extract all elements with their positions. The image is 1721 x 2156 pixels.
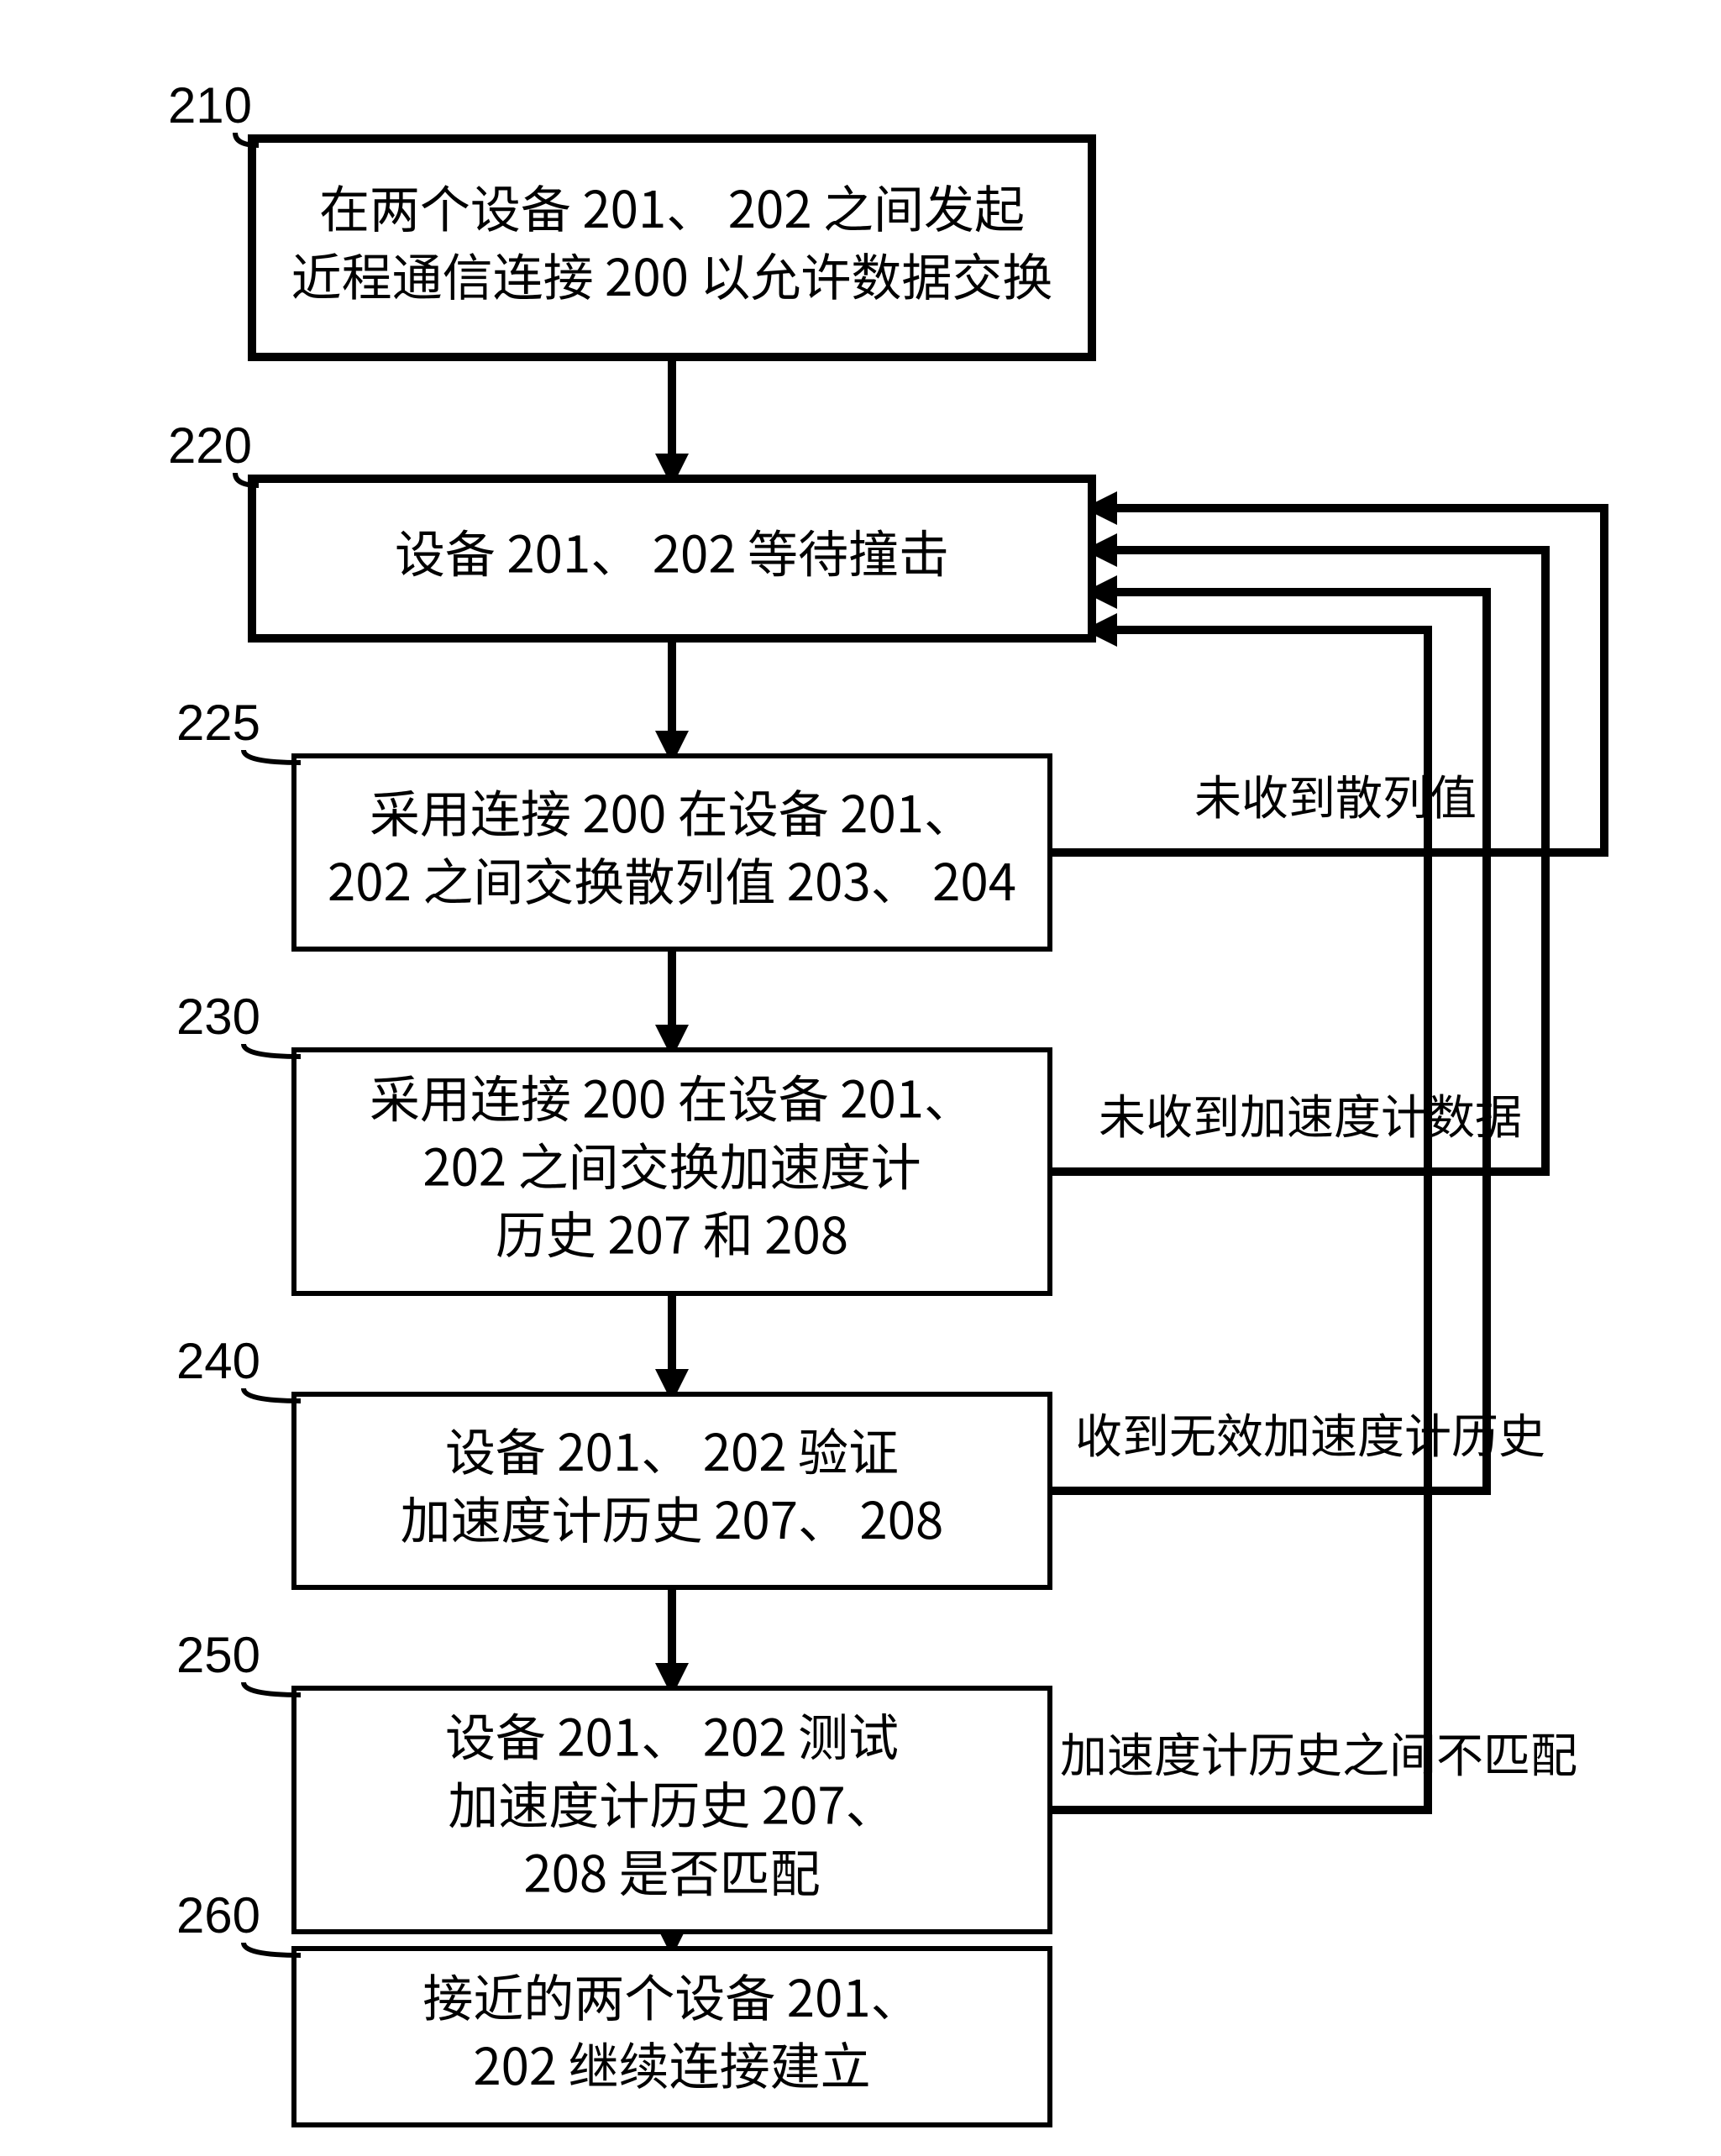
feedback-label-250: 加速度计历史之间不匹配 [1060, 1718, 1577, 1786]
node-220-label: 220 [168, 417, 252, 474]
node-210-line-1: 近程通信连接 200 以允许数据交换 [291, 238, 1053, 311]
node-230-label: 230 [176, 989, 260, 1045]
node-220-line-0: 设备 201、 202 等待撞击 [395, 514, 949, 587]
node-225-line-1: 202 之间交换散列值 203、 204 [328, 842, 1016, 915]
node-230-line-2: 历史 207 和 208 [496, 1195, 848, 1268]
node-240-line-0: 设备 201、 202 验证 [445, 1413, 899, 1486]
node-250-line-0: 设备 201、 202 测试 [445, 1697, 899, 1770]
node-250-label: 250 [176, 1627, 260, 1683]
node-240-label: 240 [176, 1333, 260, 1389]
flowchart-canvas: 未收到散列值未收到加速度计数据收到无效加速度计历史加速度计历史之间不匹配 在两个设… [0, 0, 1721, 2156]
node-225-line-0: 采用连接 200 在设备 201、 [370, 774, 974, 847]
node-240-line-1: 加速度计历史 207、 208 [401, 1481, 944, 1554]
feedback-label-240: 收到无效加速度计历史 [1075, 1399, 1545, 1467]
node-230-line-1: 202 之间交换加速度计 [422, 1127, 921, 1200]
node-225-label: 225 [176, 695, 260, 751]
feedback-label-230: 未收到加速度计数据 [1099, 1080, 1522, 1148]
node-250-line-2: 208 是否匹配 [523, 1833, 820, 1907]
node-260-label: 260 [176, 1887, 260, 1944]
node-260-line-1: 202 继续连接建立 [473, 2027, 870, 2100]
node-260-line-0: 接近的两个设备 201、 [422, 1959, 921, 2032]
feedback-label-225: 未收到散列值 [1194, 761, 1477, 829]
node-210-label: 210 [168, 77, 252, 134]
node-210-line-0: 在两个设备 201、 202 之间发起 [319, 170, 1025, 243]
node-250-line-1: 加速度计历史 207、 [448, 1765, 895, 1839]
node-230-line-0: 采用连接 200 在设备 201、 [370, 1059, 974, 1132]
